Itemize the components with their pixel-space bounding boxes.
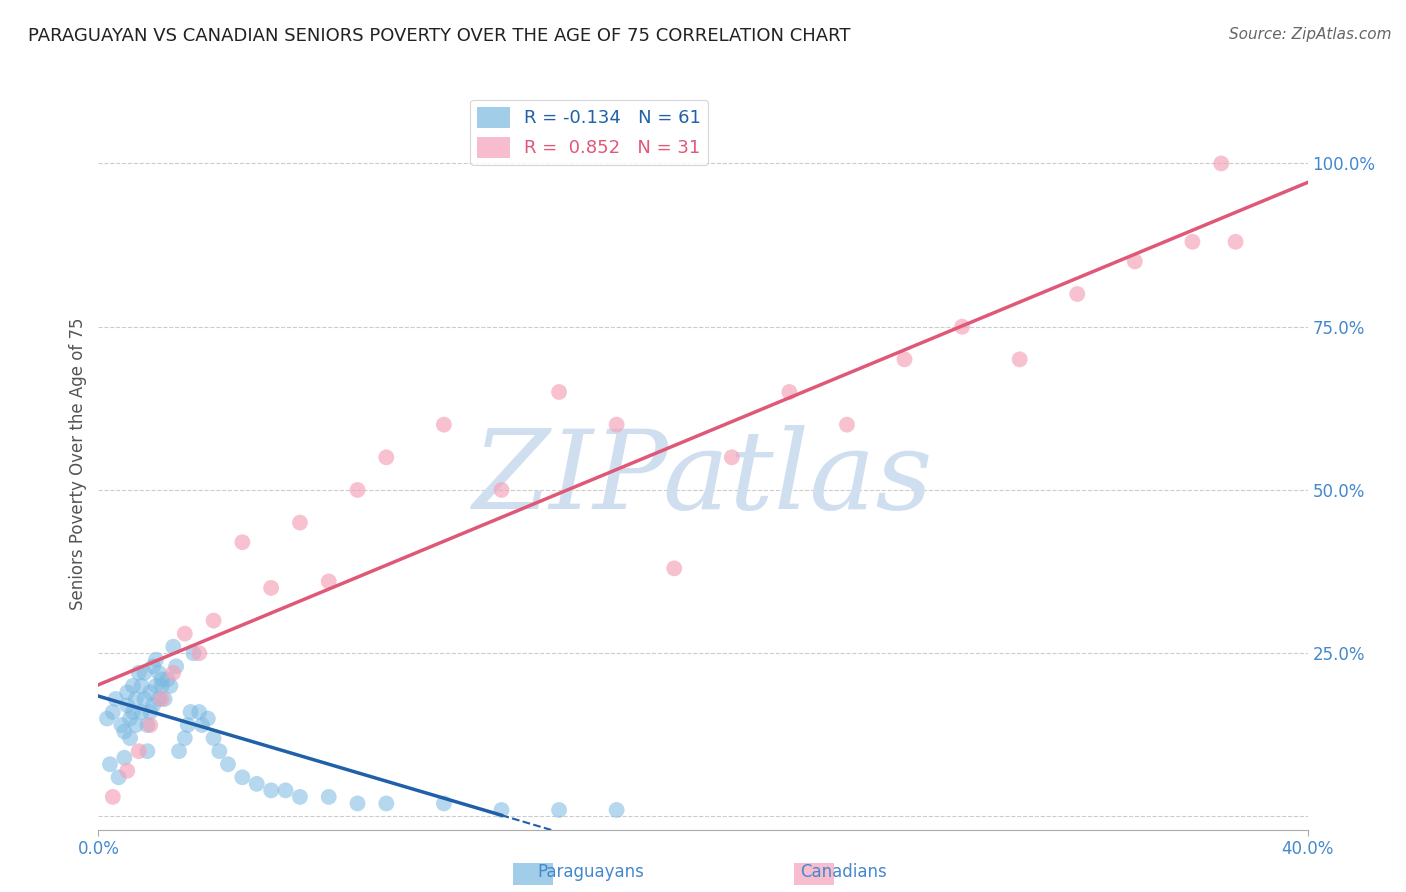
Point: [183, 646, 205, 660]
Text: Source: ZipAtlas.com: Source: ZipAtlas.com: [1229, 27, 1392, 42]
Point: [122, 679, 145, 693]
Point: [231, 770, 253, 784]
Point: [153, 692, 176, 706]
Point: [101, 789, 124, 804]
Point: [159, 679, 181, 693]
Point: [191, 718, 214, 732]
Point: [98, 757, 121, 772]
Point: [131, 705, 153, 719]
Point: [156, 673, 179, 687]
Point: [202, 614, 225, 628]
Point: [491, 483, 513, 497]
Point: [1008, 352, 1031, 367]
Text: ZIPatlas: ZIPatlas: [472, 425, 934, 533]
Point: [346, 797, 368, 811]
Text: PARAGUAYAN VS CANADIAN SENIORS POVERTY OVER THE AGE OF 75 CORRELATION CHART: PARAGUAYAN VS CANADIAN SENIORS POVERTY O…: [28, 27, 851, 45]
Point: [375, 450, 398, 465]
Point: [188, 646, 211, 660]
Text: Canadians: Canadians: [800, 863, 887, 881]
Point: [188, 705, 211, 719]
Point: [136, 744, 159, 758]
Point: [548, 803, 571, 817]
Point: [134, 665, 156, 680]
Point: [433, 797, 456, 811]
Point: [197, 712, 219, 726]
Point: [176, 718, 198, 732]
Legend: R = -0.134   N = 61, R =  0.852   N = 31: R = -0.134 N = 61, R = 0.852 N = 31: [470, 100, 709, 165]
Point: [208, 744, 231, 758]
Point: [101, 705, 124, 719]
Point: [142, 659, 165, 673]
Point: [491, 803, 513, 817]
Point: [134, 692, 156, 706]
Point: [120, 731, 142, 746]
Point: [165, 659, 187, 673]
Point: [217, 757, 239, 772]
Point: [115, 764, 138, 778]
Point: [288, 516, 311, 530]
Point: [1211, 156, 1233, 170]
Point: [180, 705, 202, 719]
Point: [1123, 254, 1146, 268]
Point: [115, 685, 138, 699]
Point: [375, 797, 398, 811]
Point: [122, 705, 145, 719]
Point: [104, 692, 127, 706]
Point: [173, 731, 195, 746]
Point: [150, 679, 173, 693]
Point: [136, 718, 159, 732]
Point: [346, 483, 368, 497]
Point: [162, 640, 184, 654]
Point: [128, 744, 150, 758]
Point: [145, 679, 167, 693]
Point: [606, 803, 628, 817]
Point: [110, 718, 132, 732]
Point: [150, 673, 173, 687]
Point: [139, 685, 162, 699]
Point: [112, 750, 135, 764]
Point: [318, 574, 340, 589]
Point: [720, 450, 742, 465]
Point: [548, 384, 571, 399]
Point: [131, 679, 153, 693]
Point: [274, 783, 297, 797]
Point: [1225, 235, 1247, 249]
Point: [433, 417, 456, 432]
Point: [115, 698, 138, 713]
Point: [145, 653, 167, 667]
Point: [107, 770, 129, 784]
Point: [128, 665, 150, 680]
Point: [148, 665, 170, 680]
Point: [260, 783, 283, 797]
Y-axis label: Seniors Poverty Over the Age of 75: Seniors Poverty Over the Age of 75: [69, 318, 87, 610]
Point: [664, 561, 686, 575]
Point: [202, 731, 225, 746]
Point: [125, 692, 148, 706]
Point: [96, 712, 118, 726]
Point: [139, 705, 162, 719]
Point: [120, 712, 142, 726]
Point: [162, 665, 184, 680]
Point: [1066, 287, 1088, 301]
Point: [778, 384, 800, 399]
Point: [318, 789, 340, 804]
Point: [139, 718, 162, 732]
Point: [288, 789, 311, 804]
Point: [148, 692, 170, 706]
Point: [167, 744, 190, 758]
Point: [173, 626, 195, 640]
Point: [125, 718, 148, 732]
Point: [260, 581, 283, 595]
Point: [950, 319, 973, 334]
Point: [112, 724, 135, 739]
Point: [246, 777, 269, 791]
Point: [835, 417, 858, 432]
Point: [142, 698, 165, 713]
Point: [231, 535, 253, 549]
Point: [893, 352, 915, 367]
Point: [1181, 235, 1204, 249]
Point: [606, 417, 628, 432]
Text: Paraguayans: Paraguayans: [537, 863, 644, 881]
Point: [150, 692, 173, 706]
